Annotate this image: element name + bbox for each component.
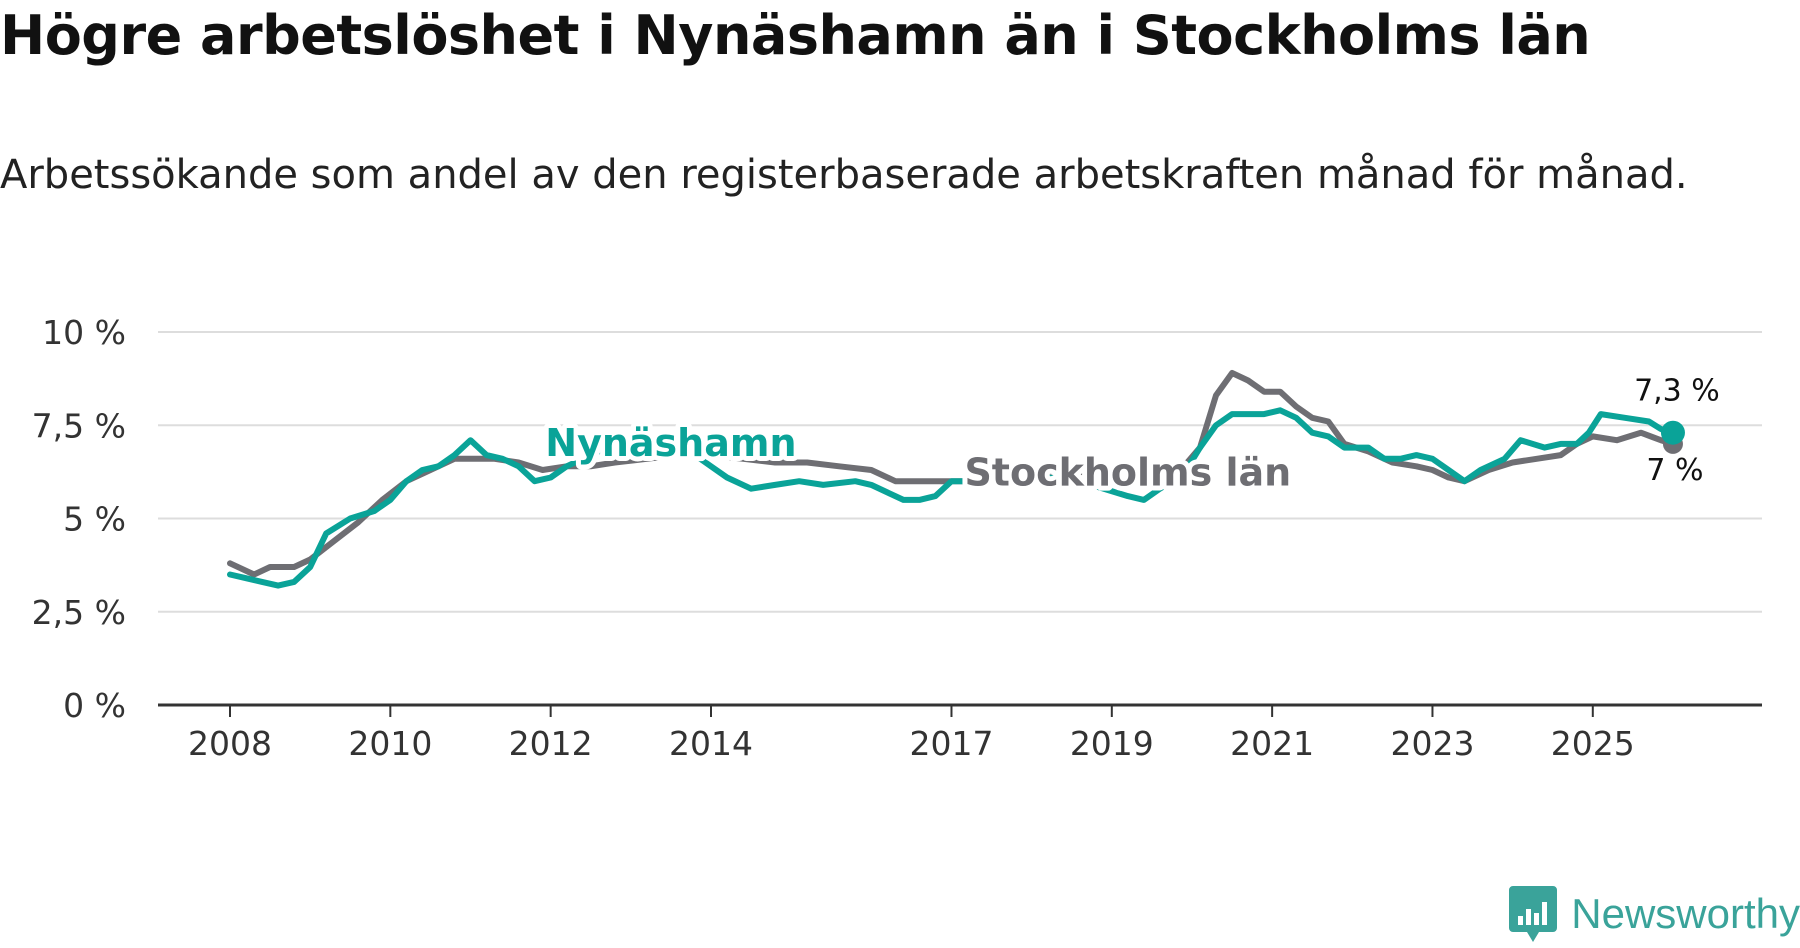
- x-tick-label: 2019: [1070, 724, 1154, 763]
- x-axis-ticks: 2008 2010 2012 2014 2017 2019 2021 2023 2025: [188, 705, 1635, 763]
- x-tick-label: 2017: [909, 724, 993, 763]
- y-tick-label: 0 %: [63, 686, 126, 725]
- newsworthy-logo-icon: [1509, 886, 1558, 942]
- y-tick-label: 10 %: [42, 313, 126, 352]
- series-labels: Nynäshamn Stockholms län 7,3 % 7 %: [540, 371, 1723, 500]
- end-value-label-stockholm: 7 %: [1646, 453, 1703, 488]
- x-tick-label: 2023: [1390, 724, 1474, 763]
- brand-name: Newsworthy: [1571, 890, 1800, 937]
- x-tick-label: 2008: [188, 724, 272, 763]
- end-marker-nynashamn: [1660, 420, 1685, 445]
- y-tick-label: 2,5 %: [32, 593, 126, 632]
- gridlines: [158, 331, 1762, 707]
- x-tick-label: 2012: [509, 724, 593, 763]
- x-tick-label: 2010: [348, 724, 432, 763]
- series-line-nynashamn: [227, 407, 1676, 589]
- chart-subtitle: Arbetssökande som andel av den registerb…: [0, 152, 1688, 198]
- y-tick-label: 7,5 %: [32, 406, 126, 445]
- y-axis-ticks: 0 % 2,5 % 5 % 7,5 % 10 %: [32, 313, 126, 725]
- chart-title: Högre arbetslöshet i Nynäshamn än i Stoc…: [0, 4, 1591, 67]
- series-label-stockholm: Stockholms län: [964, 451, 1291, 495]
- x-tick-label: 2025: [1551, 724, 1635, 763]
- y-tick-label: 5 %: [63, 500, 126, 539]
- x-tick-label: 2021: [1230, 724, 1314, 763]
- newsworthy-brand: Newsworthy: [1507, 884, 1800, 944]
- series-label-nynashamn: Nynäshamn: [545, 421, 796, 465]
- series-lines: [227, 370, 1685, 589]
- end-value-label-nynashamn: 7,3 %: [1634, 374, 1720, 409]
- x-tick-label: 2014: [669, 724, 753, 763]
